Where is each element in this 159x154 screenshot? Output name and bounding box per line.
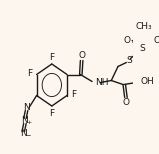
Text: OH: OH bbox=[141, 77, 154, 86]
Text: S: S bbox=[139, 44, 145, 53]
Text: F: F bbox=[49, 109, 54, 118]
Text: N: N bbox=[23, 103, 30, 112]
Text: S: S bbox=[126, 56, 132, 65]
Text: O: O bbox=[124, 36, 131, 45]
Text: CH₃: CH₃ bbox=[136, 22, 152, 31]
Text: NH: NH bbox=[95, 78, 109, 87]
Text: O: O bbox=[154, 36, 159, 45]
Text: +: + bbox=[27, 120, 32, 124]
Text: F: F bbox=[71, 90, 76, 99]
Text: N: N bbox=[21, 116, 28, 125]
Text: N: N bbox=[20, 129, 27, 138]
Text: F: F bbox=[27, 69, 32, 78]
Text: O: O bbox=[122, 98, 129, 107]
Text: F: F bbox=[49, 53, 54, 61]
Text: O: O bbox=[79, 51, 86, 60]
Text: −: − bbox=[25, 132, 30, 138]
